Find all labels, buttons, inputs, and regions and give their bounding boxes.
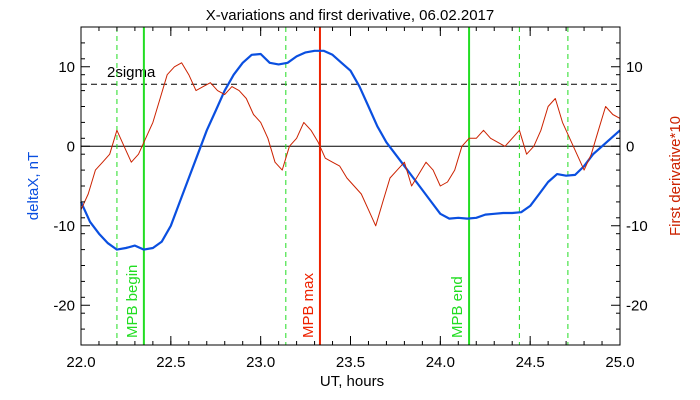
- x-tick-label: 22.0: [66, 354, 95, 371]
- y-left-tick-label: 10: [58, 59, 75, 76]
- mpb-markers: MPB begin MPB max MPB end: [116, 27, 569, 345]
- y-right-tick-label: 10: [626, 59, 643, 76]
- y-left-tick-label: -20: [53, 297, 75, 314]
- threshold-label: 2sigma: [107, 64, 156, 81]
- axes: 22.0 22.5 23.0 23.5 24.0 24.5 25.0 -20 -20 -10 -10…: [53, 26, 648, 371]
- x-tick-label: 23.5: [336, 354, 365, 371]
- chart-title: X-variations and first derivative, 06.02…: [206, 7, 495, 24]
- deltax-series-line: [79, 49, 621, 251]
- y-right-tick-label: -20: [626, 297, 648, 314]
- plot-frame: [80, 26, 621, 346]
- x-tick-label: 23.0: [246, 354, 275, 371]
- derivative-series-line: [80, 62, 621, 227]
- marker-label-mpb-end: MPB end: [449, 276, 466, 338]
- x-tick-label: 24.5: [516, 354, 545, 371]
- y-left-tick-label: 0: [67, 138, 75, 155]
- y-right-tick-label: 0: [626, 138, 634, 155]
- marker-label-mpb-begin: MPB begin: [124, 265, 141, 338]
- x-tick-label: 24.0: [426, 354, 455, 371]
- x-tick-label: 25.0: [605, 354, 634, 371]
- y-right-tick-label: -10: [626, 218, 648, 235]
- data-series: [79, 49, 621, 251]
- x-axis-label: UT, hours: [320, 373, 384, 390]
- y-left-tick-label: -10: [53, 218, 75, 235]
- y-axis-left-label: deltaX, nT: [25, 152, 42, 220]
- y-axis-right-label: First derivative*10: [667, 116, 684, 236]
- marker-label-mpb-max: MPB max: [300, 272, 317, 338]
- x-tick-label: 22.5: [156, 354, 185, 371]
